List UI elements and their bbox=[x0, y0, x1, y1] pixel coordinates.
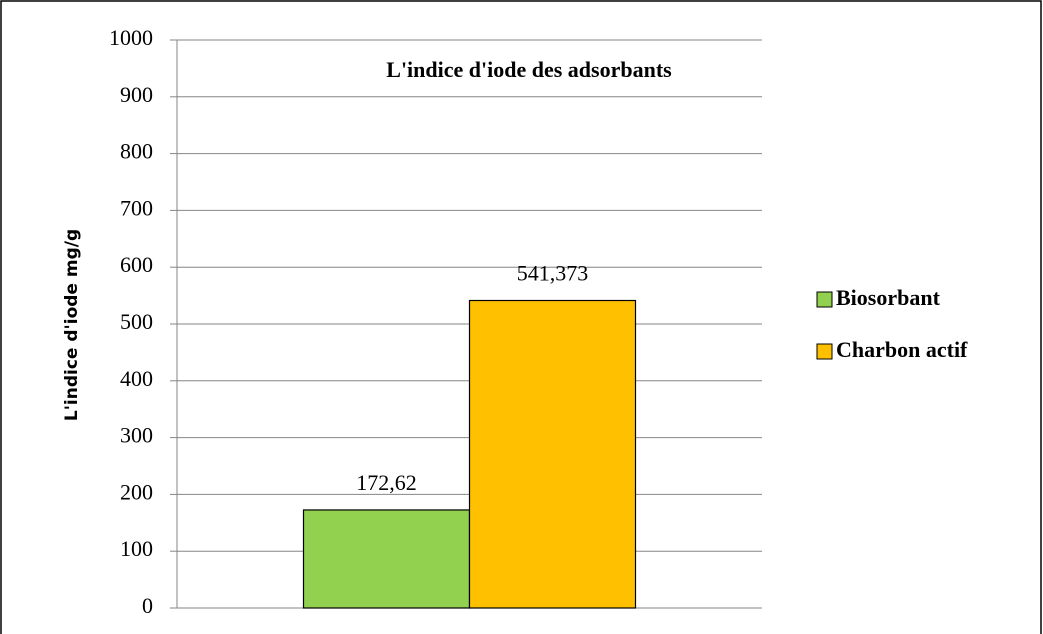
y-tick-label: 600 bbox=[120, 252, 153, 277]
chart-title: L'indice d'iode des adsorbants bbox=[386, 57, 672, 82]
y-axis-label: L'indice d'iode mg/g bbox=[62, 229, 82, 421]
y-tick-label: 100 bbox=[120, 536, 153, 561]
data-label: 541,373 bbox=[517, 261, 589, 286]
bar bbox=[302, 509, 471, 609]
y-tick-label: 500 bbox=[120, 309, 153, 334]
legend-label: Biosorbant bbox=[836, 285, 941, 310]
legend-label: Charbon actif bbox=[836, 337, 968, 362]
y-tick-label: 300 bbox=[120, 423, 153, 448]
legend-swatch bbox=[816, 291, 833, 308]
data-label: 172,62 bbox=[356, 470, 417, 495]
y-tick-label: 900 bbox=[120, 82, 153, 107]
y-tick-label: 1000 bbox=[109, 25, 153, 50]
legend-swatch bbox=[816, 343, 833, 360]
y-tick-label: 400 bbox=[120, 366, 153, 391]
y-tick-label: 800 bbox=[120, 139, 153, 164]
bar bbox=[468, 299, 637, 609]
y-tick-label: 700 bbox=[120, 195, 153, 220]
y-tick-label: 200 bbox=[120, 479, 153, 504]
y-tick-label: 0 bbox=[142, 593, 153, 618]
